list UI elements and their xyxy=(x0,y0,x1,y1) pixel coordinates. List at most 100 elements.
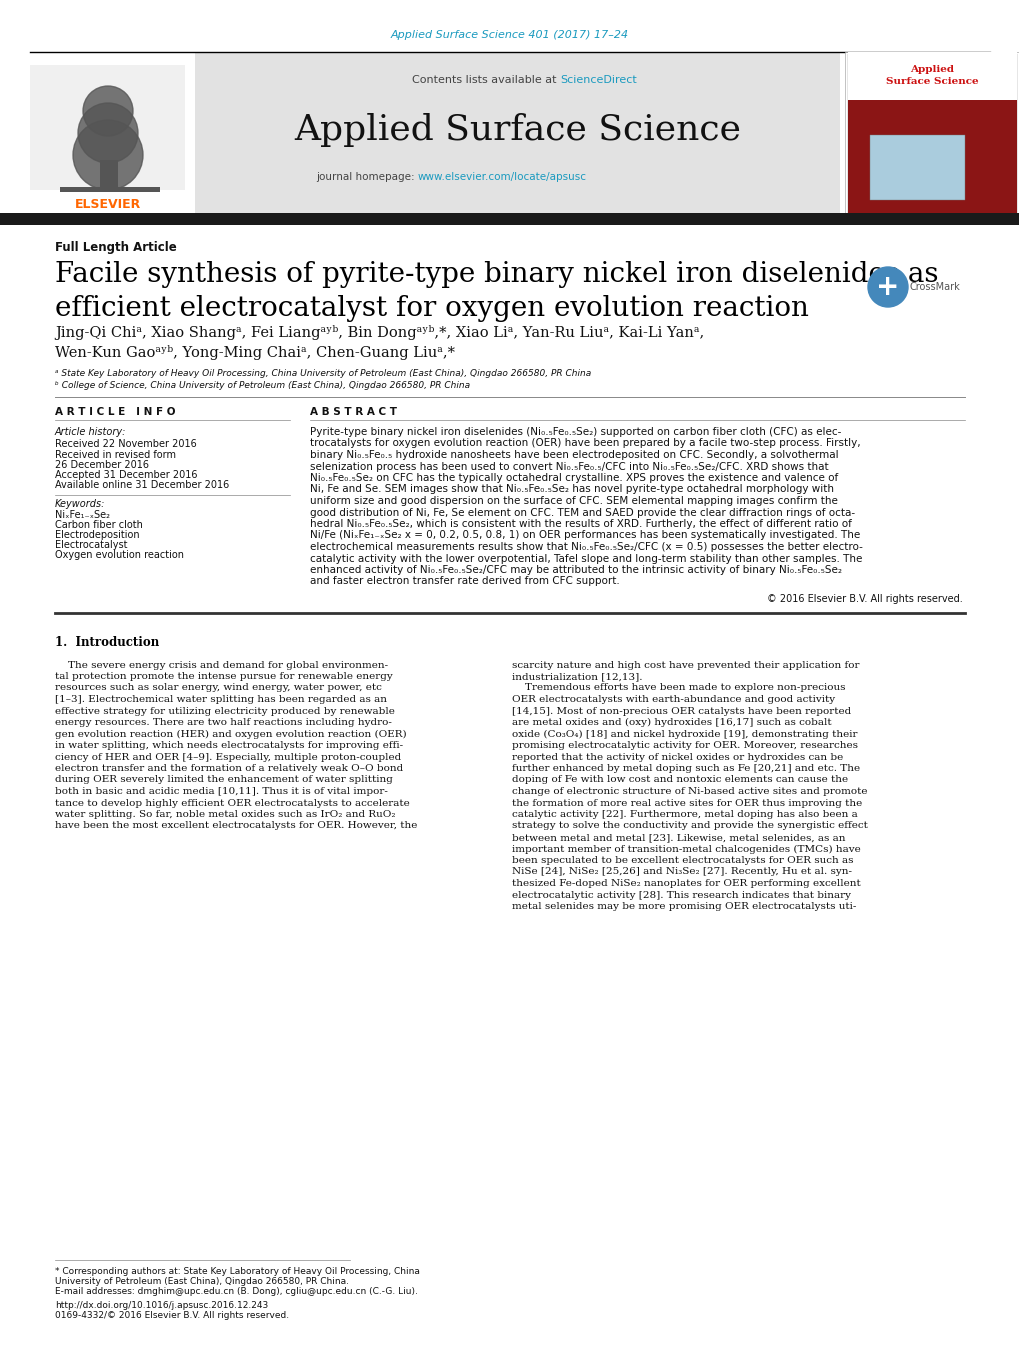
Text: Article history:: Article history: xyxy=(55,427,126,436)
Text: ScienceDirect: ScienceDirect xyxy=(559,76,636,85)
Bar xyxy=(847,93,1016,213)
Text: 26 December 2016: 26 December 2016 xyxy=(55,459,149,470)
Text: enhanced activity of Ni₀.₅Fe₀.₅Se₂/CFC may be attributed to the intrinsic activi: enhanced activity of Ni₀.₅Fe₀.₅Se₂/CFC m… xyxy=(310,565,841,576)
Text: change of electronic structure of Ni-based active sites and promote: change of electronic structure of Ni-bas… xyxy=(512,788,866,796)
Bar xyxy=(847,54,1016,213)
Text: hedral Ni₀.₅Fe₀.₅Se₂, which is consistent with the results of XRD. Furtherly, th: hedral Ni₀.₅Fe₀.₅Se₂, which is consisten… xyxy=(310,519,851,530)
Text: Received 22 November 2016: Received 22 November 2016 xyxy=(55,439,197,449)
Bar xyxy=(0,213,1019,226)
Text: tal protection promote the intense pursue for renewable energy: tal protection promote the intense pursu… xyxy=(55,671,392,681)
Text: binary Ni₀.₅Fe₀.₅ hydroxide nanosheets have been electrodeposited on CFC. Second: binary Ni₀.₅Fe₀.₅ hydroxide nanosheets h… xyxy=(310,450,838,459)
Text: Ni, Fe and Se. SEM images show that Ni₀.₅Fe₀.₅Se₂ has novel pyrite-type octahedr: Ni, Fe and Se. SEM images show that Ni₀.… xyxy=(310,485,834,494)
Circle shape xyxy=(73,120,143,190)
Text: Ni/Fe (NiₓFe₁₋ₓSe₂ x = 0, 0.2, 0.5, 0.8, 1) on OER performances has been systema: Ni/Fe (NiₓFe₁₋ₓSe₂ x = 0, 0.2, 0.5, 0.8,… xyxy=(310,531,859,540)
Circle shape xyxy=(83,86,132,136)
Circle shape xyxy=(867,267,907,307)
Text: trocatalysts for oxygen evolution reaction (OER) have been prepared by a facile : trocatalysts for oxygen evolution reacti… xyxy=(310,439,860,449)
Text: Applied Surface Science: Applied Surface Science xyxy=(294,113,741,147)
Text: © 2016 Elsevier B.V. All rights reserved.: © 2016 Elsevier B.V. All rights reserved… xyxy=(766,594,962,604)
Text: Contents lists available at: Contents lists available at xyxy=(412,76,559,85)
Text: between metal and metal [23]. Likewise, metal selenides, as an: between metal and metal [23]. Likewise, … xyxy=(512,834,845,842)
Text: Surface Science: Surface Science xyxy=(884,77,977,86)
Text: University of Petroleum (East China), Qingdao 266580, PR China.: University of Petroleum (East China), Qi… xyxy=(55,1278,348,1286)
Bar xyxy=(100,159,118,190)
Text: +: + xyxy=(875,273,899,301)
Text: NiSe [24], NiSe₂ [25,26] and Ni₃Se₂ [27]. Recently, Hu et al. syn-: NiSe [24], NiSe₂ [25,26] and Ni₃Se₂ [27]… xyxy=(512,867,851,877)
Text: electron transfer and the formation of a relatively weak O–O bond: electron transfer and the formation of a… xyxy=(55,765,403,773)
Text: scarcity nature and high cost have prevented their application for: scarcity nature and high cost have preve… xyxy=(512,661,859,670)
Text: ciency of HER and OER [4–9]. Especially, multiple proton-coupled: ciency of HER and OER [4–9]. Especially,… xyxy=(55,753,400,762)
Text: Facile synthesis of pyrite-type binary nickel iron diselenides as: Facile synthesis of pyrite-type binary n… xyxy=(55,262,937,289)
Text: and faster electron transfer rate derived from CFC support.: and faster electron transfer rate derive… xyxy=(310,577,620,586)
Text: metal selenides may be more promising OER electrocatalysts uti-: metal selenides may be more promising OE… xyxy=(512,902,856,911)
Text: catalytic activity [22]. Furthermore, metal doping has also been a: catalytic activity [22]. Furthermore, me… xyxy=(512,811,857,819)
Text: thesized Fe-doped NiSe₂ nanoplates for OER performing excellent: thesized Fe-doped NiSe₂ nanoplates for O… xyxy=(512,880,860,888)
Text: during OER severely limited the enhancement of water splitting: during OER severely limited the enhancem… xyxy=(55,775,392,785)
Text: water splitting. So far, noble metal oxides such as IrO₂ and RuO₂: water splitting. So far, noble metal oxi… xyxy=(55,811,395,819)
Text: good distribution of Ni, Fe, Se element on CFC. TEM and SAED provide the clear d: good distribution of Ni, Fe, Se element … xyxy=(310,508,854,517)
Text: http://dx.doi.org/10.1016/j.apsusc.2016.12.243: http://dx.doi.org/10.1016/j.apsusc.2016.… xyxy=(55,1301,268,1310)
Text: journal homepage:: journal homepage: xyxy=(316,172,418,182)
Text: [1–3]. Electrochemical water splitting has been regarded as an: [1–3]. Electrochemical water splitting h… xyxy=(55,694,386,704)
Text: Electrodeposition: Electrodeposition xyxy=(55,530,140,540)
Text: the formation of more real active sites for OER thus improving the: the formation of more real active sites … xyxy=(512,798,861,808)
Text: catalytic activity with the lower overpotential, Tafel slope and long-term stabi: catalytic activity with the lower overpo… xyxy=(310,554,861,563)
Text: Pyrite-type binary nickel iron diselenides (Ni₀.₅Fe₀.₅Se₂) supported on carbon f: Pyrite-type binary nickel iron diselenid… xyxy=(310,427,841,436)
Text: Electrocatalyst: Electrocatalyst xyxy=(55,540,127,550)
Text: Keywords:: Keywords: xyxy=(55,499,105,509)
Text: tance to develop highly efficient OER electrocatalysts to accelerate: tance to develop highly efficient OER el… xyxy=(55,798,410,808)
Text: Available online 31 December 2016: Available online 31 December 2016 xyxy=(55,480,229,490)
Text: * Corresponding authors at: State Key Laboratory of Heavy Oil Processing, China: * Corresponding authors at: State Key La… xyxy=(55,1267,420,1277)
Text: The severe energy crisis and demand for global environmen-: The severe energy crisis and demand for … xyxy=(55,661,388,670)
Text: 0169-4332/© 2016 Elsevier B.V. All rights reserved.: 0169-4332/© 2016 Elsevier B.V. All right… xyxy=(55,1312,288,1320)
Text: Received in revised form: Received in revised form xyxy=(55,450,176,459)
Text: effective strategy for utilizing electricity produced by renewable: effective strategy for utilizing electri… xyxy=(55,707,394,716)
Text: electrochemical measurements results show that Ni₀.₅Fe₀.₅Se₂/CFC (x = 0.5) posse: electrochemical measurements results sho… xyxy=(310,542,862,553)
Text: E-mail addresses: dmghim@upc.edu.cn (B. Dong), cgliu@upc.edu.cn (C.-G. Liu).: E-mail addresses: dmghim@upc.edu.cn (B. … xyxy=(55,1288,418,1297)
Text: ELSEVIER: ELSEVIER xyxy=(74,199,141,212)
Bar xyxy=(847,51,1016,100)
Text: 1.  Introduction: 1. Introduction xyxy=(55,636,159,650)
Text: reported that the activity of nickel oxides or hydroxides can be: reported that the activity of nickel oxi… xyxy=(512,753,843,762)
Bar xyxy=(869,135,964,200)
Text: doping of Fe with low cost and nontoxic elements can cause the: doping of Fe with low cost and nontoxic … xyxy=(512,775,847,785)
Bar xyxy=(195,51,840,215)
Bar xyxy=(30,65,184,190)
Text: A R T I C L E   I N F O: A R T I C L E I N F O xyxy=(55,407,175,417)
Text: uniform size and good dispersion on the surface of CFC. SEM elemental mapping im: uniform size and good dispersion on the … xyxy=(310,496,837,507)
Text: are metal oxides and (oxy) hydroxides [16,17] such as cobalt: are metal oxides and (oxy) hydroxides [1… xyxy=(512,717,830,727)
Text: NiₓFe₁₋ₓSe₂: NiₓFe₁₋ₓSe₂ xyxy=(55,509,110,520)
Text: ᵃ State Key Laboratory of Heavy Oil Processing, China University of Petroleum (E: ᵃ State Key Laboratory of Heavy Oil Proc… xyxy=(55,370,591,378)
Bar xyxy=(844,51,1019,215)
Text: been speculated to be excellent electrocatalysts for OER such as: been speculated to be excellent electroc… xyxy=(512,857,853,865)
Text: electrocatalytic activity [28]. This research indicates that binary: electrocatalytic activity [28]. This res… xyxy=(512,890,850,900)
Text: ᵇ College of Science, China University of Petroleum (East China), Qingdao 266580: ᵇ College of Science, China University o… xyxy=(55,381,470,390)
Text: Wen-Kun Gaoᵃʸᵇ, Yong-Ming Chaiᵃ, Chen-Guang Liuᵃ,*: Wen-Kun Gaoᵃʸᵇ, Yong-Ming Chaiᵃ, Chen-Gu… xyxy=(55,346,454,361)
Text: Tremendous efforts have been made to explore non-precious: Tremendous efforts have been made to exp… xyxy=(512,684,845,693)
Text: further enhanced by metal doping such as Fe [20,21] and etc. The: further enhanced by metal doping such as… xyxy=(512,765,859,773)
Text: Ni₀.₅Fe₀.₅Se₂ on CFC has the typically octahedral crystalline. XPS proves the ex: Ni₀.₅Fe₀.₅Se₂ on CFC has the typically o… xyxy=(310,473,838,484)
Text: resources such as solar energy, wind energy, water power, etc: resources such as solar energy, wind ene… xyxy=(55,684,381,693)
Text: oxide (Co₃O₄) [18] and nickel hydroxide [19], demonstrating their: oxide (Co₃O₄) [18] and nickel hydroxide … xyxy=(512,730,857,739)
Text: in water splitting, which needs electrocatalysts for improving effi-: in water splitting, which needs electroc… xyxy=(55,740,403,750)
Text: efficient electrocatalyst for oxygen evolution reaction: efficient electrocatalyst for oxygen evo… xyxy=(55,295,808,322)
Bar xyxy=(847,51,1016,59)
Text: Oxygen evolution reaction: Oxygen evolution reaction xyxy=(55,550,183,561)
Text: have been the most excellent electrocatalysts for OER. However, the: have been the most excellent electrocata… xyxy=(55,821,417,831)
Bar xyxy=(0,51,195,215)
Text: selenization process has been used to convert Ni₀.₅Fe₀.₅/CFC into Ni₀.₅Fe₀.₅Se₂/: selenization process has been used to co… xyxy=(310,462,827,471)
Text: Accepted 31 December 2016: Accepted 31 December 2016 xyxy=(55,470,198,480)
Text: www.elsevier.com/locate/apsusc: www.elsevier.com/locate/apsusc xyxy=(418,172,586,182)
Text: strategy to solve the conductivity and provide the synergistic effect: strategy to solve the conductivity and p… xyxy=(512,821,867,831)
Text: Jing-Qi Chiᵃ, Xiao Shangᵃ, Fei Liangᵃʸᵇ, Bin Dongᵃʸᵇ,*, Xiao Liᵃ, Yan-Ru Liuᵃ, K: Jing-Qi Chiᵃ, Xiao Shangᵃ, Fei Liangᵃʸᵇ,… xyxy=(55,324,703,339)
Text: Full Length Article: Full Length Article xyxy=(55,242,176,254)
Circle shape xyxy=(77,103,138,163)
Text: A B S T R A C T: A B S T R A C T xyxy=(310,407,396,417)
Bar xyxy=(60,186,160,192)
Text: Applied: Applied xyxy=(909,65,953,74)
Text: CrossMark: CrossMark xyxy=(909,282,960,292)
Bar xyxy=(847,149,1016,213)
Text: gen evolution reaction (HER) and oxygen evolution reaction (OER): gen evolution reaction (HER) and oxygen … xyxy=(55,730,407,739)
Text: Carbon fiber cloth: Carbon fiber cloth xyxy=(55,520,143,530)
Text: Applied Surface Science 401 (2017) 17–24: Applied Surface Science 401 (2017) 17–24 xyxy=(390,30,629,41)
